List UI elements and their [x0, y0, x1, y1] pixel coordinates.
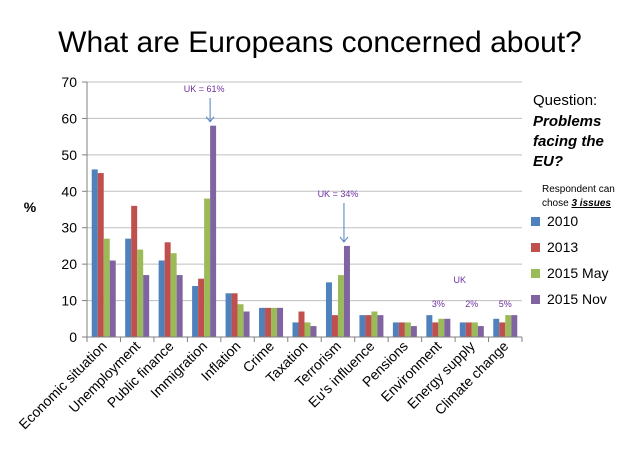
- y-tick-label: 40: [61, 183, 77, 199]
- bar-2015-nov: [176, 275, 183, 337]
- legend-swatch: [531, 295, 540, 304]
- bar-2015-nov: [444, 318, 451, 337]
- legend-label: 2015 Nov: [547, 291, 607, 307]
- bar-2015-may: [505, 315, 512, 337]
- bar-2015-nov: [377, 315, 384, 337]
- bar-2010: [225, 293, 232, 337]
- legend-swatch: [531, 217, 540, 226]
- annotation-label: 3%: [432, 299, 445, 309]
- y-tick-label: 20: [61, 256, 77, 272]
- annotation-label: 5%: [499, 299, 512, 309]
- bar-2013: [97, 173, 104, 337]
- bar-2013: [265, 307, 272, 337]
- bar-2015-nov: [343, 245, 350, 337]
- annotation-arrow-head: [339, 236, 349, 243]
- bar-2015-may: [204, 198, 211, 337]
- question-line-3: EU?: [533, 153, 563, 170]
- bar-2015-may: [304, 322, 311, 337]
- bar-2015-may: [438, 318, 445, 337]
- annotation-label: UK = 61%: [184, 84, 225, 94]
- y-tick-label: 0: [69, 329, 77, 345]
- bar-2013: [499, 322, 506, 337]
- legend-swatch: [531, 269, 540, 278]
- question-line-2: facing the: [533, 133, 604, 150]
- bar-2015-nov: [477, 326, 484, 337]
- bar-2015-may: [471, 322, 478, 337]
- y-tick-label: 70: [61, 74, 77, 90]
- y-tick-label: 10: [61, 293, 77, 309]
- bar-2015-nov: [109, 260, 116, 337]
- bar-2015-may: [371, 311, 378, 337]
- annotation-label: UK: [454, 275, 467, 285]
- annotation-label: 2%: [465, 299, 478, 309]
- legend-label: 2013: [547, 239, 578, 255]
- bar-2013: [432, 322, 439, 337]
- bar-2013: [465, 322, 472, 337]
- bar-2015-may: [103, 238, 110, 337]
- legend-swatch: [531, 243, 540, 252]
- y-tick-label: 50: [61, 147, 77, 163]
- respondent-line-1: Respondent can: [542, 184, 615, 195]
- bar-2010: [259, 307, 266, 337]
- bar-2015-may: [337, 275, 344, 337]
- bar-2010: [493, 318, 500, 337]
- chart-title: What are Europeans concerned about?: [58, 26, 582, 59]
- bar-2015-nov: [210, 125, 217, 337]
- bar-2015-nov: [310, 326, 317, 337]
- bar-2013: [231, 293, 238, 337]
- bar-2010: [91, 169, 98, 337]
- respondent-line-2: chose 3 issues: [542, 198, 611, 209]
- annotation-label: UK = 34%: [318, 189, 359, 199]
- bar-2015-nov: [410, 326, 417, 337]
- bar-2015-may: [170, 253, 177, 337]
- bar-2010: [359, 315, 366, 337]
- question-label: Question:: [533, 92, 597, 109]
- y-tick-label: 30: [61, 220, 77, 236]
- bar-2013: [398, 322, 405, 337]
- bar-2010: [459, 322, 466, 337]
- bar-2015-nov: [143, 275, 150, 337]
- legend: 2010 2013 2015 May 2015 Nov: [531, 213, 608, 307]
- bar-2013: [198, 278, 205, 337]
- bar-2013: [365, 315, 372, 337]
- bar-2010: [325, 282, 332, 337]
- bar-2015-may: [137, 249, 144, 337]
- bar-2015-may: [271, 307, 278, 337]
- bar-2013: [164, 242, 171, 337]
- bar-2010: [158, 260, 165, 337]
- bar-2015-nov: [277, 307, 284, 337]
- bar-2010: [125, 238, 132, 337]
- y-axis-label: %: [24, 199, 37, 215]
- bar-2013: [298, 311, 305, 337]
- bar-2013: [131, 205, 138, 337]
- legend-label: 2010: [547, 213, 578, 229]
- bar-2015-nov: [511, 315, 518, 337]
- annotations: UK = 61% UK = 34% UK 3% 2% 5%: [184, 84, 512, 309]
- bar-2010: [426, 315, 433, 337]
- side-note: Question: Problems facing the EU? Respon…: [533, 92, 615, 209]
- bar-2015-nov: [243, 311, 250, 337]
- respondent-emphasis: 3 issues: [571, 198, 611, 209]
- bar-2010: [392, 322, 399, 337]
- legend-label: 2015 May: [547, 265, 608, 281]
- bars: [91, 125, 518, 337]
- question-line-1: Problems: [533, 113, 601, 130]
- respondent-chose: chose: [542, 198, 569, 209]
- y-tick-label: 60: [61, 110, 77, 126]
- bar-2015-may: [404, 322, 411, 337]
- bar-2013: [331, 315, 338, 337]
- bar-2010: [192, 286, 199, 337]
- annotation-arrow-head: [205, 116, 215, 123]
- bar-2010: [292, 322, 299, 337]
- gridlines: [87, 81, 522, 302]
- bar-2015-may: [237, 304, 244, 337]
